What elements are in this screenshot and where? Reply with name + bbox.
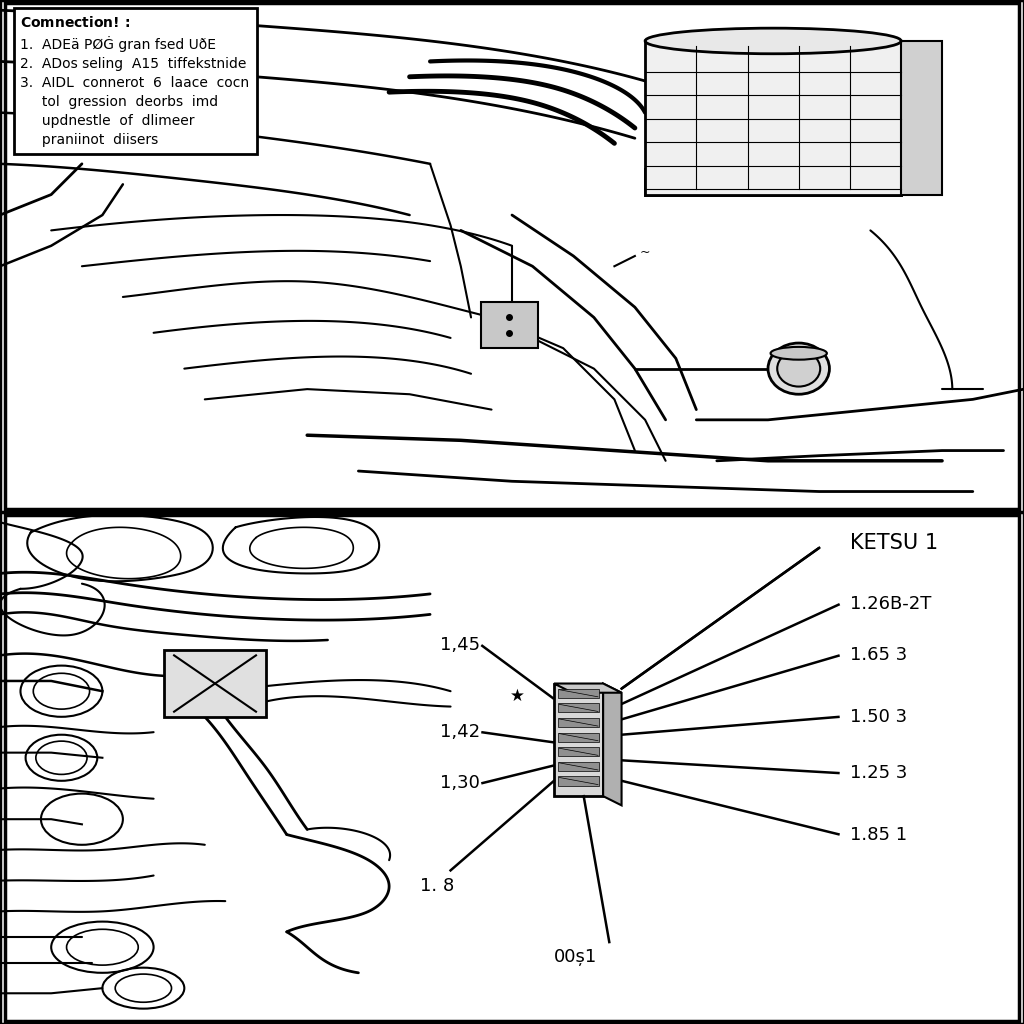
Text: $\bf{Comnection!:}$
1.  ADEä PØĠ gran fsed UðE
2.  ADos seling  A15  tiffekstnid: $\bf{Comnection!:}$ 1. ADEä PØĠ gran fse…	[20, 15, 250, 146]
Bar	[164, 650, 266, 717]
Text: ~: ~	[640, 246, 650, 259]
Bar	[558, 718, 599, 727]
Text: ★: ★	[510, 687, 524, 706]
Polygon shape	[554, 684, 622, 692]
Bar	[558, 762, 599, 771]
Text: 1.25 3: 1.25 3	[850, 764, 907, 782]
Polygon shape	[603, 684, 622, 805]
Ellipse shape	[768, 343, 829, 394]
Bar	[901, 41, 942, 195]
Text: 1.50 3: 1.50 3	[850, 708, 907, 726]
Bar	[558, 732, 599, 741]
Text: 1. 8: 1. 8	[420, 877, 454, 895]
Text: 1.65 3: 1.65 3	[850, 646, 907, 665]
Text: 1,45: 1,45	[440, 636, 480, 654]
Bar	[558, 748, 599, 757]
Bar	[645, 169, 901, 195]
Bar	[645, 41, 901, 195]
Text: 1.85 1: 1.85 1	[850, 825, 907, 844]
Text: 1.26B-2T: 1.26B-2T	[850, 595, 931, 613]
Text: KETSU 1: KETSU 1	[850, 532, 938, 553]
Ellipse shape	[770, 347, 827, 359]
Bar	[558, 776, 599, 785]
Bar	[554, 684, 603, 797]
Bar	[558, 688, 599, 698]
Ellipse shape	[777, 350, 820, 386]
Text: 1,30: 1,30	[440, 774, 480, 793]
Bar	[558, 703, 599, 713]
Text: 00ș1: 00ș1	[554, 948, 597, 967]
Text: 1,42: 1,42	[440, 723, 480, 741]
Ellipse shape	[645, 29, 901, 53]
Bar	[481, 302, 538, 348]
